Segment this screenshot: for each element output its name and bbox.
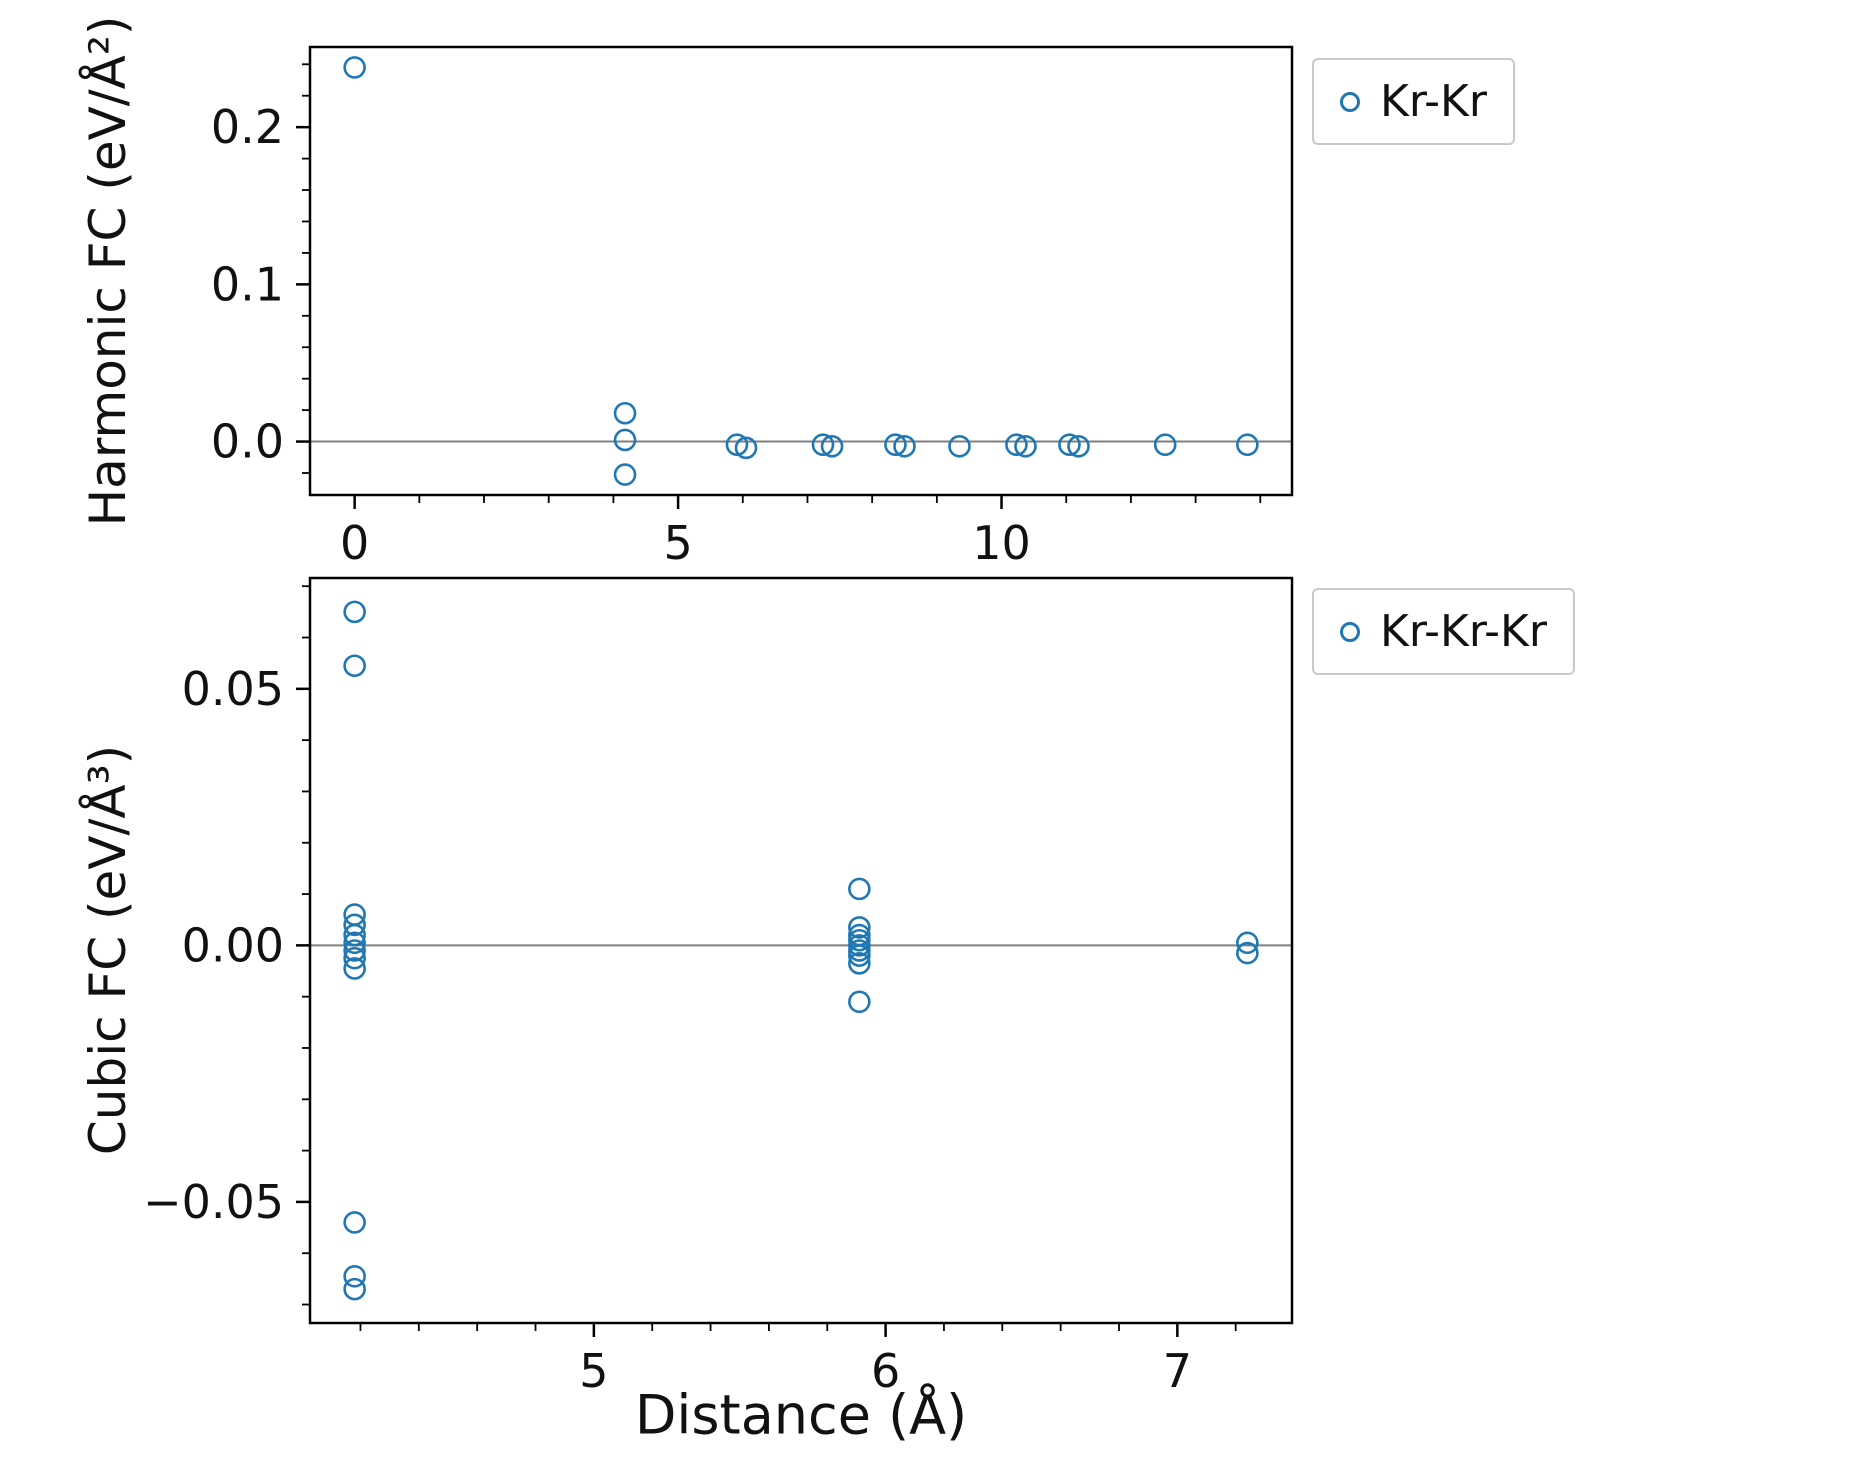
- harmonic-y-axis-label: Harmonic FC (eV/Å²): [79, 15, 137, 527]
- svg-text:5: 5: [579, 1344, 608, 1398]
- svg-text:−0.05: −0.05: [143, 1175, 284, 1229]
- svg-text:10: 10: [972, 516, 1031, 570]
- harmonic-plot-svg: 0 5 10 0.0 0.1 0.2: [211, 45, 1294, 570]
- svg-text:0.00: 0.00: [182, 918, 284, 972]
- open-circle-marker-icon: [1340, 621, 1360, 642]
- svg-text:6: 6: [871, 1344, 900, 1398]
- svg-text:0.05: 0.05: [182, 662, 284, 716]
- legend-harmonic: Kr-Kr: [1312, 58, 1515, 145]
- cubic-plot-svg: 5 6 7 −0.05 0.00 0.05: [143, 576, 1294, 1398]
- svg-text:7: 7: [1163, 1344, 1192, 1398]
- open-circle-marker-icon: [1340, 91, 1360, 112]
- legend-cubic: Kr-Kr-Kr: [1312, 588, 1575, 675]
- cubic-chart: 5 6 7 −0.05 0.00 0.05: [130, 556, 1340, 1401]
- harmonic-chart: 0 5 10 0.0 0.1 0.2: [130, 25, 1340, 570]
- svg-text:0: 0: [340, 516, 369, 570]
- cubic-y-axis-label: Cubic FC (eV/Å³): [79, 744, 137, 1156]
- svg-text:5: 5: [663, 516, 692, 570]
- svg-text:0.1: 0.1: [211, 257, 284, 311]
- legend-label-cubic: Kr-Kr-Kr: [1380, 606, 1547, 657]
- legend-label-harmonic: Kr-Kr: [1380, 76, 1487, 127]
- svg-text:0.2: 0.2: [211, 100, 284, 154]
- svg-text:0.0: 0.0: [211, 415, 284, 469]
- x-axis-label: Distance (Å): [634, 1383, 968, 1447]
